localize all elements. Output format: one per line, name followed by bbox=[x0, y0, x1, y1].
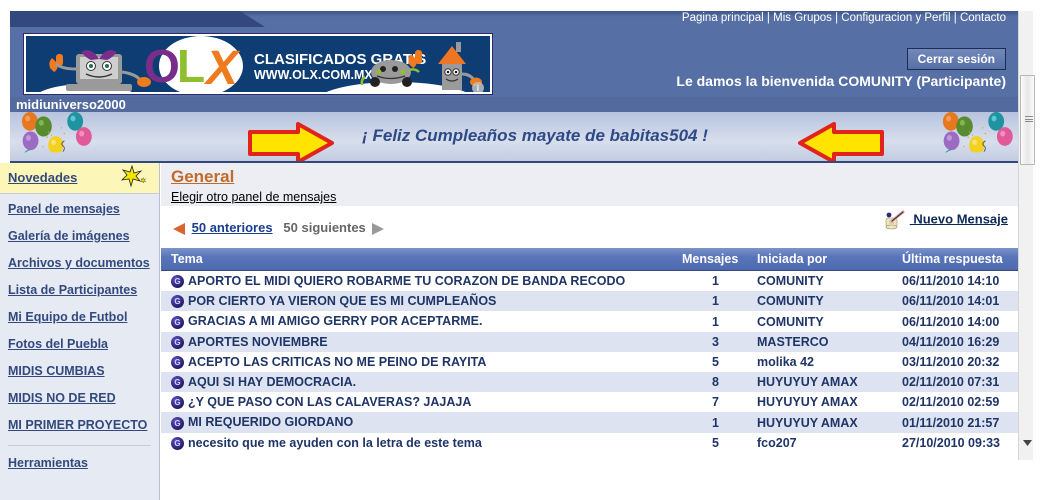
svg-text:i: i bbox=[477, 84, 479, 93]
svg-text:O: O bbox=[144, 40, 180, 92]
svg-text:X: X bbox=[203, 42, 241, 94]
svg-text:L: L bbox=[177, 40, 205, 92]
svg-text:WWW.OLX.COM.MX: WWW.OLX.COM.MX bbox=[254, 68, 373, 82]
